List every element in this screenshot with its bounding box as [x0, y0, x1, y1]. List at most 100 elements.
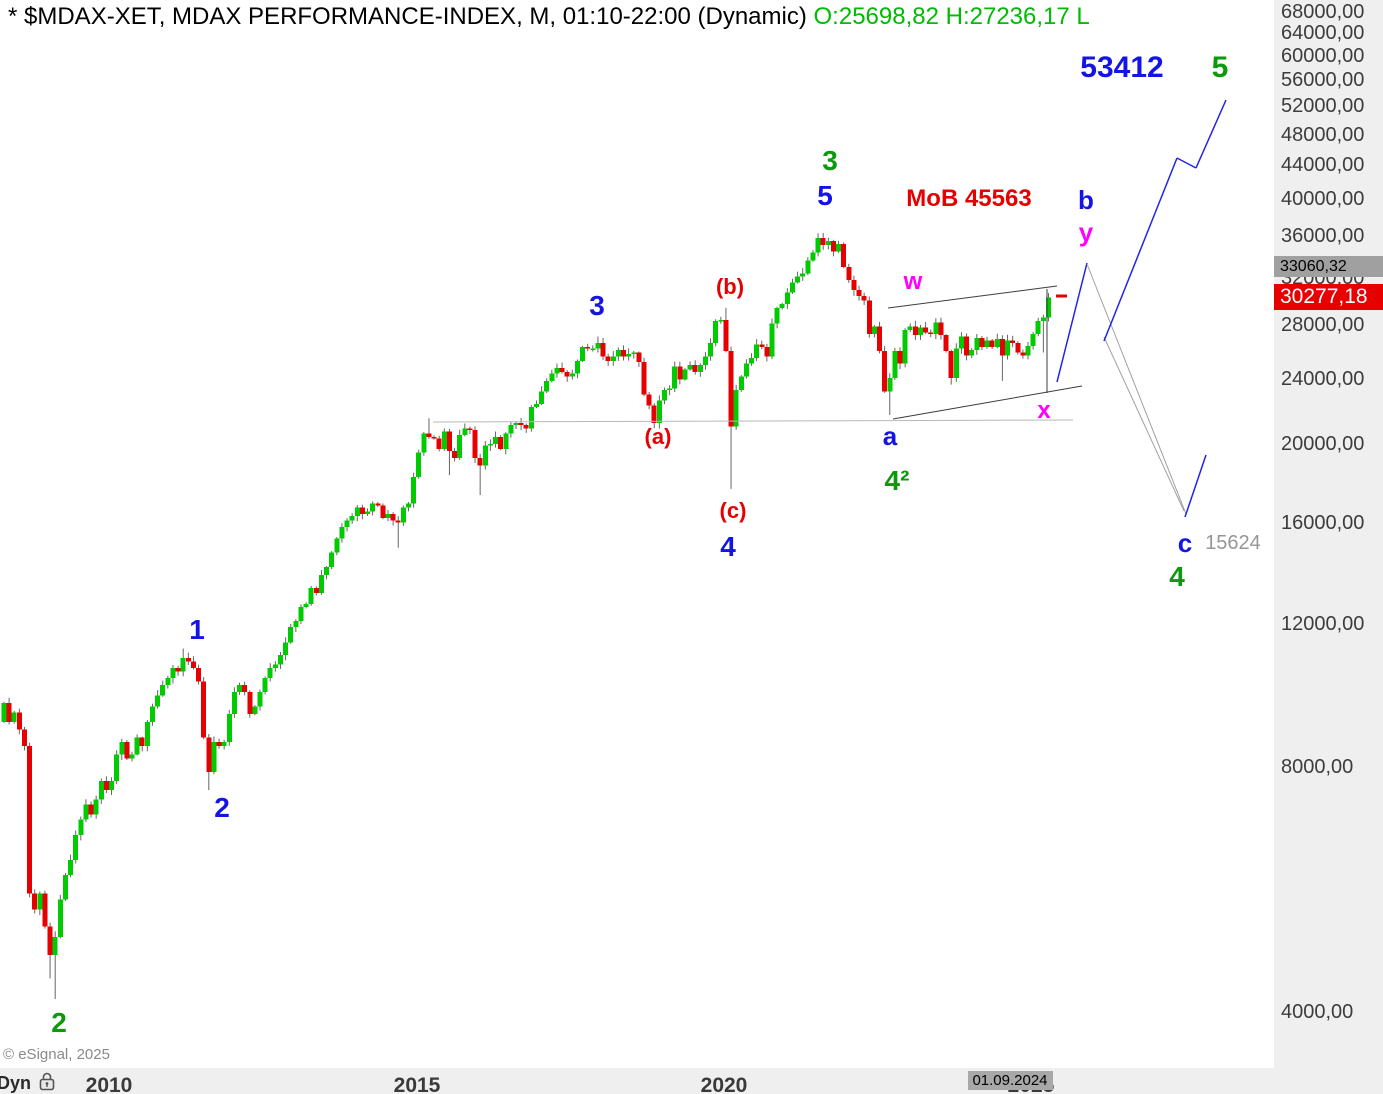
candle-body: [892, 351, 898, 378]
wave-a-paren[interactable]: (a): [644, 424, 672, 449]
candle-body: [78, 819, 84, 836]
lock-icon[interactable]: [36, 1070, 58, 1094]
blue-projection-main-1[interactable]: [1103, 157, 1178, 342]
candle-body: [37, 893, 43, 910]
blue-projection-main-3[interactable]: [1195, 99, 1227, 169]
channel-lower-line[interactable]: [892, 385, 1083, 420]
candle-body: [405, 503, 411, 508]
gray-projection-1[interactable]: [1086, 263, 1187, 515]
price-axis[interactable]: 33060,32 30277,18 68000,00 64000,00 60000,…: [1274, 0, 1383, 1094]
candle-body: [917, 327, 923, 336]
wave-3-green[interactable]: 3: [822, 145, 838, 176]
candle-body: [754, 344, 760, 359]
candle-body: [257, 692, 263, 707]
price-tick-4000: 4000,00: [1281, 1001, 1354, 1024]
candle-body: [467, 428, 473, 430]
candle-body: [452, 450, 458, 459]
candle-body: [109, 780, 115, 791]
wave-53412-target[interactable]: 53412: [1080, 51, 1164, 84]
drawing-value-marker: 33060,32: [1274, 255, 1383, 277]
candle-body: [124, 741, 130, 759]
wave-y-magenta[interactable]: y: [1078, 217, 1094, 247]
mob-level[interactable]: MoB 45563: [906, 185, 1032, 212]
blue-projection-to-y[interactable]: [1056, 262, 1088, 383]
candle-body: [175, 667, 181, 672]
candle-body: [861, 295, 867, 301]
candle-body: [293, 621, 299, 628]
candle-body: [830, 241, 836, 252]
channel-upper-line[interactable]: [887, 285, 1058, 309]
gray-projection-2[interactable]: [1103, 336, 1185, 512]
chart-title: * $MDAX-XET, MDAX PERFORMANCE-INDEX, M, …: [8, 3, 1090, 31]
wave-c-paren[interactable]: (c): [719, 498, 747, 523]
wave-5-green-target[interactable]: 5: [1211, 51, 1229, 84]
candle-body: [800, 273, 806, 277]
candle-body: [656, 400, 662, 424]
year-label-2020: 2020: [700, 1074, 748, 1094]
target-15624[interactable]: 15624: [1205, 532, 1261, 554]
candle-body: [185, 658, 191, 662]
candle-body: [907, 326, 913, 331]
wave-c-blue[interactable]: c: [1177, 528, 1193, 558]
chart-plot-area[interactable]: * $MDAX-XET, MDAX PERFORMANCE-INDEX, M, …: [0, 0, 1274, 1068]
candle-body: [784, 292, 790, 305]
candle-body: [825, 241, 831, 246]
candle-body: [262, 678, 268, 693]
wave-1-blue[interactable]: 1: [189, 614, 205, 645]
candle-body: [605, 356, 611, 361]
year-label-2015: 2015: [393, 1074, 441, 1094]
candle-body: [426, 433, 432, 437]
wave-4-blue[interactable]: 4: [720, 531, 736, 562]
wave-3-blue[interactable]: 3: [589, 290, 605, 321]
last-price-label: 30277,18: [1280, 285, 1368, 309]
candle-body: [103, 780, 109, 791]
candle-body: [897, 351, 903, 364]
wave-w-magenta[interactable]: w: [903, 268, 923, 295]
session-mode-label[interactable]: Dyn: [0, 1073, 32, 1093]
wave-5-blue[interactable]: 5: [817, 180, 833, 211]
candle-body: [267, 667, 273, 679]
wave-b-paren[interactable]: (b): [715, 274, 745, 299]
candle-body: [718, 319, 724, 322]
candle-body: [272, 664, 278, 668]
candle-body: [574, 360, 580, 374]
candle-body: [508, 424, 514, 434]
candle-body: [165, 678, 171, 686]
wave-a-blue[interactable]: a: [882, 421, 898, 451]
price-tick-20000: 20000,00: [1281, 432, 1365, 455]
wave-2-blue[interactable]: 2: [214, 792, 230, 823]
candle-body: [155, 695, 161, 707]
candle-body: [1030, 333, 1036, 346]
price-tick-40000: 40000,00: [1281, 188, 1365, 211]
candle-body: [636, 352, 642, 363]
candle-body: [923, 327, 929, 333]
blue-projection-main-2[interactable]: [1176, 157, 1197, 169]
wave-x-magenta[interactable]: x: [1037, 397, 1051, 424]
candle-body: [912, 326, 918, 336]
candle-body: [641, 362, 647, 395]
wave-4-sup2-green[interactable]: 4²: [884, 465, 910, 496]
candle-body: [308, 587, 314, 605]
candle-body: [989, 340, 995, 348]
candle-body: [237, 685, 243, 693]
candle-body: [728, 351, 734, 427]
copyright-text: © eSignal, 2025: [3, 1046, 110, 1063]
candle-body: [713, 321, 719, 344]
wave-b-blue[interactable]: b: [1078, 185, 1094, 215]
candle-body: [667, 388, 673, 390]
candlestick-chart[interactable]: [0, 0, 1274, 1068]
candle-body: [349, 516, 355, 521]
candle-body: [580, 347, 586, 361]
time-axis[interactable]: Dyn 01.09.2024 2010201520202025: [0, 1068, 1383, 1094]
candle-body: [902, 330, 908, 364]
candle-body: [702, 356, 708, 366]
support-line[interactable]: [432, 419, 1074, 423]
candle-body: [114, 754, 120, 781]
candle-body: [221, 741, 227, 746]
candle-body: [615, 349, 621, 357]
blue-projection-from-c[interactable]: [1184, 454, 1207, 518]
wave-2-green[interactable]: 2: [51, 1007, 67, 1038]
candle-body: [856, 290, 862, 296]
candle-body: [446, 431, 452, 451]
wave-4-green-low[interactable]: 4: [1169, 561, 1185, 592]
